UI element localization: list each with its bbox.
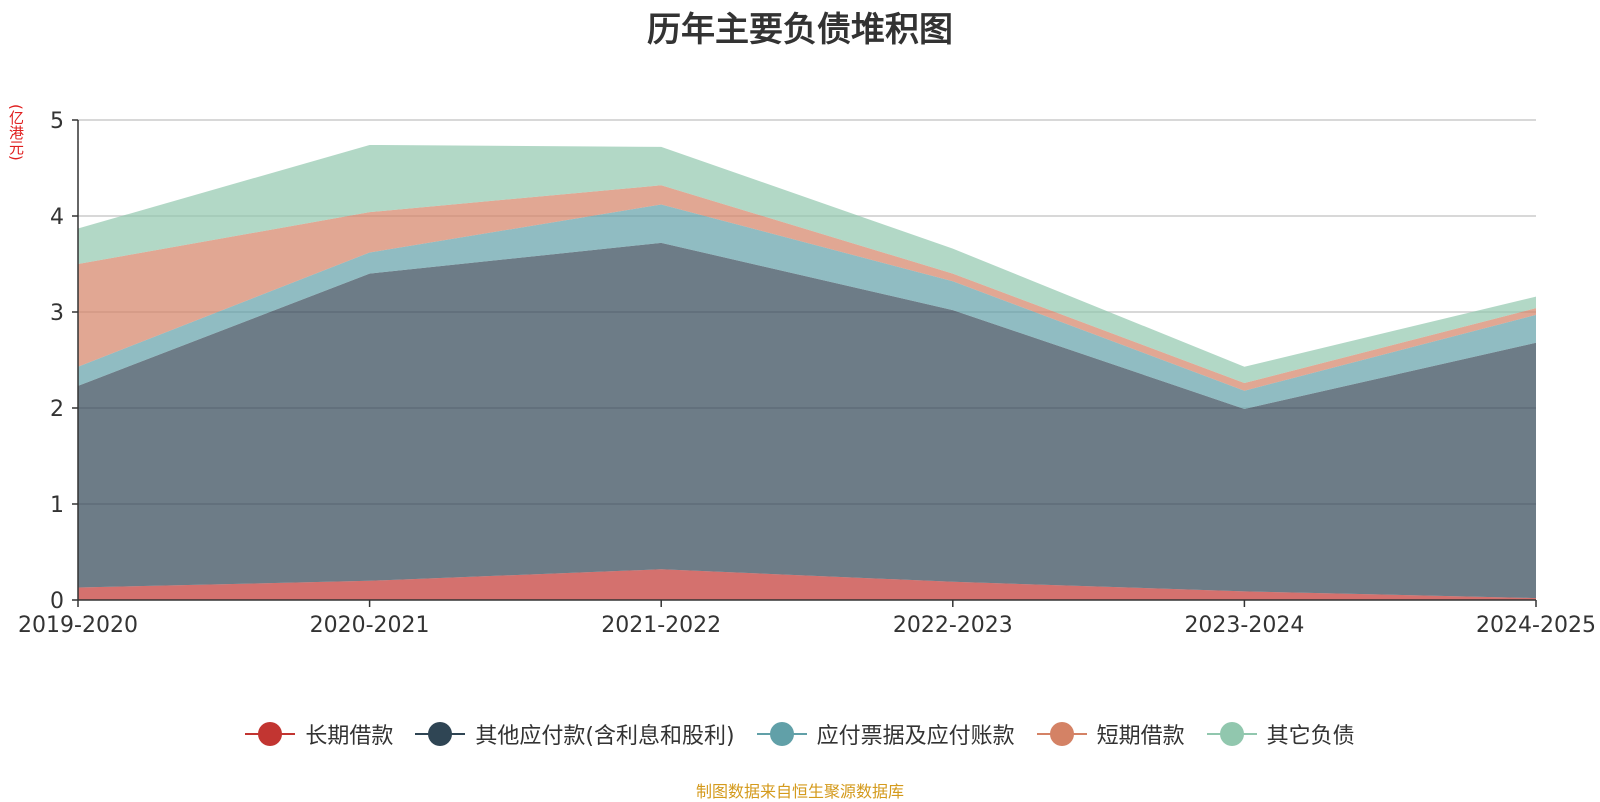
legend-item-0[interactable]: 长期借款 xyxy=(245,718,393,750)
legend-swatch-icon xyxy=(1206,722,1257,746)
legend-swatch-icon xyxy=(415,722,466,746)
area-series-3 xyxy=(78,185,1536,391)
area-series-4 xyxy=(78,144,1536,384)
y-tick-label-2: 2 xyxy=(50,397,64,422)
legend-swatch-icon xyxy=(756,722,807,746)
x-tick-label-4: 2023-2024 xyxy=(1184,613,1304,638)
legend-label: 短期借款 xyxy=(1096,724,1185,749)
chart-plot-area: 0 1 2 3 4 5 2019-2020 2020-2021 2021-2022 2022-20… xyxy=(18,109,1596,638)
x-tick-label-2: 2021-2022 xyxy=(601,613,721,638)
legend-item-1[interactable]: 其他应付款(含利息和股利) xyxy=(415,718,735,750)
chart-title: 历年主要负债堆积图 xyxy=(647,10,953,50)
y-tick-label-5: 5 xyxy=(50,109,64,134)
x-tick-label-5: 2024-2025 xyxy=(1476,613,1596,638)
axes: 0 1 2 3 4 5 2019-2020 2020-2021 2021-2022 2022-20… xyxy=(18,109,1596,638)
legend-label: 其它负债 xyxy=(1266,724,1355,749)
y-axis-unit-label: (亿港元) xyxy=(7,104,25,161)
data-source-note: 制图数据来自恒生聚源数据库 xyxy=(695,782,904,801)
legend-item-2[interactable]: 应付票据及应付账款 xyxy=(756,718,1015,750)
y-tick-label-3: 3 xyxy=(50,301,64,326)
legend-item-4[interactable]: 其它负债 xyxy=(1206,718,1355,750)
x-tick-label-3: 2022-2023 xyxy=(893,613,1013,638)
x-tick-label-1: 2020-2021 xyxy=(310,613,430,638)
y-tick-label-0: 0 xyxy=(50,589,64,614)
legend: 长期借款 其他应付款(含利息和股利) 应付票据及应付账款 短期借款 其它负债 xyxy=(0,718,1600,750)
y-tick-label-1: 1 xyxy=(50,493,64,518)
area-series-1 xyxy=(78,242,1536,599)
area-series-2 xyxy=(78,204,1536,409)
stacked-areas xyxy=(78,144,1536,600)
y-tick-label-4: 4 xyxy=(50,205,64,230)
legend-label: 长期借款 xyxy=(305,724,394,749)
area-series-0 xyxy=(78,569,1536,600)
legend-item-3[interactable]: 短期借款 xyxy=(1036,718,1185,750)
x-tick-label-0: 2019-2020 xyxy=(18,613,138,638)
legend-label: 其他应付款(含利息和股利) xyxy=(475,724,735,749)
legend-label: 应付票据及应付账款 xyxy=(816,724,1015,749)
legend-swatch-icon xyxy=(245,722,296,746)
legend-swatch-icon xyxy=(1036,722,1087,746)
